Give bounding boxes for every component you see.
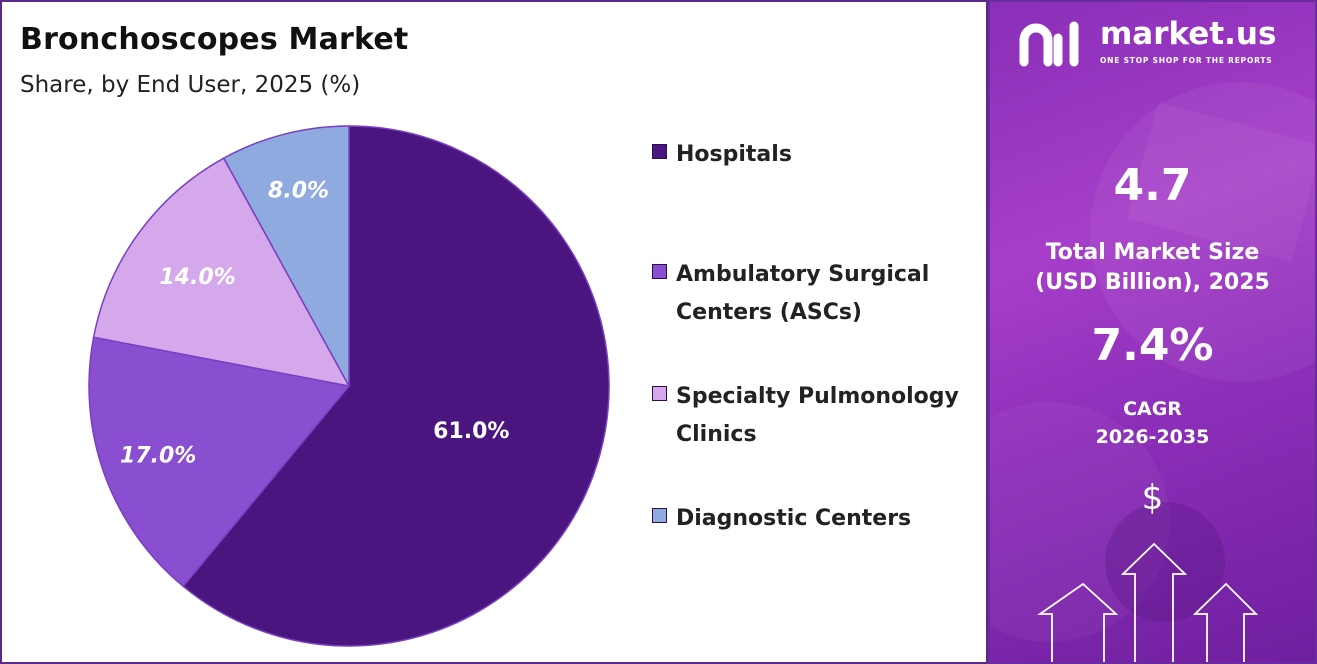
- pie-slice-1: [88, 336, 351, 588]
- chart-panel: Bronchoscopes Market Share, by End User,…: [0, 0, 988, 664]
- legend-label-1: Ambulatory Surgical Centers (ASCs): [676, 256, 976, 332]
- background-decoration: [990, 82, 1315, 642]
- pie-data-label-2: 14.0%: [159, 265, 235, 290]
- brand-name: market.us: [1100, 16, 1277, 52]
- legend-item-2: Specialty Pulmonology Clinics: [652, 378, 976, 454]
- pie-slice-3: [222, 125, 350, 387]
- logo-icon: [1019, 21, 1079, 67]
- market-size-value: 4.7: [1113, 160, 1192, 211]
- pie-data-label-3: 8.0%: [268, 179, 329, 204]
- market-size-label-line2: (USD Billion), 2025: [1035, 270, 1270, 295]
- legend-swatch-1: [652, 264, 667, 279]
- legend-label-line: Clinics: [676, 422, 757, 447]
- legend-item-0: Hospitals: [652, 136, 976, 174]
- legend-label-0: Hospitals: [676, 136, 976, 174]
- legend-label-line: Hospitals: [676, 142, 792, 167]
- brand-tagline: ONE STOP SHOP FOR THE REPORTS: [1100, 56, 1273, 65]
- legend-label-line: Centers (ASCs): [676, 300, 862, 325]
- legend-item-1: Ambulatory Surgical Centers (ASCs): [652, 256, 976, 332]
- cagr-label: CAGR: [1123, 398, 1182, 420]
- market-size-label-line1: Total Market Size: [1045, 240, 1260, 265]
- chart-title: Bronchoscopes Market: [20, 22, 409, 57]
- growth-arrows-icon: [1037, 542, 1259, 662]
- brand-logo: market.us ONE STOP SHOP FOR THE REPORTS: [1018, 16, 1298, 72]
- legend-label-3: Diagnostic Centers: [676, 500, 976, 538]
- legend-label-line: Diagnostic Centers: [676, 506, 912, 531]
- legend-label-line: Specialty Pulmonology: [676, 384, 959, 409]
- stats-panel: market.us ONE STOP SHOP FOR THE REPORTS …: [988, 0, 1317, 664]
- pie-slice-0: [182, 125, 610, 647]
- legend-swatch-2: [652, 386, 667, 401]
- dollar-icon: $: [1141, 478, 1164, 518]
- legend-label-line: Ambulatory Surgical: [676, 262, 930, 287]
- legend-swatch-3: [652, 508, 667, 523]
- legend-item-3: Diagnostic Centers: [652, 500, 976, 538]
- pie-data-label-1: 17.0%: [120, 444, 196, 469]
- legend-label-2: Specialty Pulmonology Clinics: [676, 378, 976, 454]
- pie-chart: 61.0% 17.0% 14.0% 8.0%: [88, 125, 610, 647]
- legend-swatch-0: [652, 144, 667, 159]
- chart-subtitle: Share, by End User, 2025 (%): [20, 72, 361, 98]
- pie-slice-2: [92, 157, 351, 388]
- pie-data-label-0: 61.0%: [433, 419, 509, 444]
- cagr-period: 2026-2035: [1095, 426, 1210, 448]
- cagr-value: 7.4%: [1091, 320, 1214, 371]
